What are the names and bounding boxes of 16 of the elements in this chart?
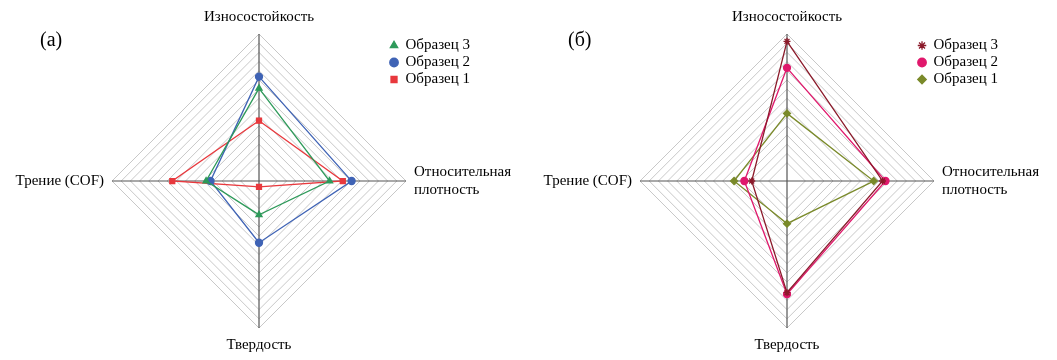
legend-label: Образец 2 bbox=[405, 53, 470, 70]
spoke-label: Трение (COF) bbox=[15, 171, 104, 189]
text: (б) bbox=[568, 28, 592, 51]
legend-label: Образец 1 bbox=[405, 70, 470, 87]
legend-label: Образец 3 bbox=[405, 36, 470, 53]
legend-label: Образец 2 bbox=[933, 53, 998, 70]
spoke-label: Износостойкость bbox=[203, 7, 315, 24]
legend-label: Образец 1 bbox=[933, 70, 998, 87]
spoke-label: Относительная плотность bbox=[942, 162, 1040, 197]
spoke-label: Износостойкость bbox=[731, 7, 843, 24]
spoke-label: Трение (COF) bbox=[543, 171, 632, 189]
spoke-label: Относительная плотность bbox=[414, 162, 512, 197]
spoke-label: Твердость bbox=[754, 335, 820, 352]
legend-label: Образец 3 bbox=[933, 36, 998, 53]
spoke-label: Твердость bbox=[226, 335, 292, 352]
text: (а) bbox=[40, 28, 63, 51]
